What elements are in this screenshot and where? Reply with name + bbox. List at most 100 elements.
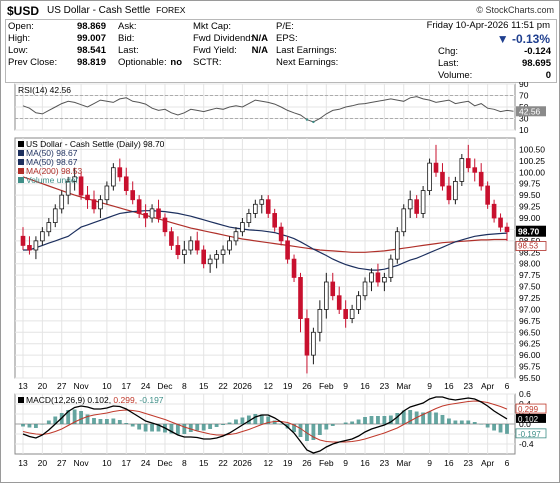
macd-histogram-bar [92,418,96,424]
x-tick-label: 13 [18,381,28,391]
quote-label: Fwd Yield: [193,45,237,56]
candle-body [104,185,110,201]
exchange-label: FOREX [156,5,186,15]
quote-label: Last Earnings: [276,45,337,56]
quote-label: Prev Close: [8,57,58,68]
x-tick-label: 26 [302,381,312,391]
macd-legend-part: 0.299, [111,395,137,405]
macd-histogram-bar [466,420,471,424]
candle-body [27,245,32,251]
macd-histogram-bar [208,424,213,429]
quote-label: Next Earnings: [276,57,339,68]
y-tick-label: 96.50 [519,327,541,337]
quote-label: Mkt Cap: [193,21,232,32]
macd-histogram-bar [124,423,129,424]
macd-histogram-bar [117,420,122,424]
y-tick-label: 0.0 [519,419,531,429]
candle-body [149,208,155,219]
y-tick-label: 99.25 [519,202,541,212]
quote-label: Fwd Dividend: [193,33,254,44]
macd-histogram-bar [356,419,361,424]
macd-histogram-bar [53,416,58,424]
candle-body [40,231,45,242]
macd-histogram-bar [221,424,225,425]
ticker-symbol: $USD [7,4,40,18]
quote-label: Low: [8,45,29,56]
quote-label: High: [8,33,31,44]
candle-body [420,190,426,214]
macd-signal-line [22,400,508,443]
macd-histogram-bar [408,410,413,424]
x-tick-label: 20 [38,458,48,468]
x-tick-label: Feb [319,381,334,391]
price-x-axis: 13 20 27 Nov 10 17 24 Dec 8 15 22 2026 12 19 26 Feb 9 16 2… [18,381,509,391]
quote-label: Last: [118,45,139,56]
candle-body [111,167,116,187]
macd-histogram-bar [85,414,90,424]
macd-histogram-bar [259,414,264,424]
ma200-last-label: 98.53 [518,241,539,250]
y-tick-label: 96.25 [519,339,541,349]
change-percent: ▼ -0.13% [497,32,550,46]
candle-body [401,208,407,233]
x-tick-label: 6 [505,458,510,468]
candle-body [162,217,168,233]
y-tick-label: 98.50 [519,236,541,246]
instrument-name: US Dollar - Cash Settle FOREX [47,5,185,16]
x-tick-label: 27 [57,381,67,391]
macd-histogram-bar [33,424,38,428]
x-tick-label: Mar [396,381,411,391]
change-percent-value: -0.13% [511,32,550,46]
macd-histogram-bar [330,424,335,426]
y-tick-label: 95.50 [519,373,541,383]
macd-histogram-bar [472,422,477,424]
candle-body [117,167,123,178]
quote-label: Chg: [438,46,459,57]
macd-histogram-bar [492,424,497,431]
macd-histogram-bar [253,414,258,424]
ma200-line [22,176,507,253]
candle-body [194,240,200,251]
x-tick-label: 19 [283,381,293,391]
rsi-oversold-point [305,118,309,121]
x-tick-label: 10 [102,458,112,468]
candle-body [453,181,458,201]
candle-body [169,231,174,246]
legend-swatch [18,150,24,156]
x-tick-label: Feb [319,458,334,468]
macd-histogram-bar [227,422,232,424]
x-tick-label: 9 [427,458,432,468]
macd-legend-part: 0.102, [85,395,111,405]
hist-last-label: -0.197 [518,430,541,439]
macd-line [22,396,508,454]
price-legend-entry: Volume undef [26,175,79,185]
candle-body [369,272,374,283]
candle-body [278,226,284,242]
x-tick-label: Dec [157,458,173,468]
quote-value: 98.819 [76,57,106,68]
macd-histogram-bar [479,424,484,425]
instrument-title: US Dollar - Cash Settle [47,5,151,16]
quote-value: -0.124 [524,46,551,57]
macd-histogram-bar [298,424,303,437]
quote-label: Ask: [118,21,137,32]
candle-body [440,171,445,187]
macd-histogram-bar [156,424,161,432]
y-tick-label: 95.75 [519,362,541,372]
x-tick-label: 17 [122,458,132,468]
candle-body [498,217,503,228]
macd-histogram-bar [195,424,200,431]
macd-histogram-bar [363,417,367,424]
candle-body [362,281,368,297]
candle-body [356,295,361,310]
quote-label: SCTR: [193,57,222,68]
macd-legend: MACD(12,26,9) 0.102, 0.299, -0.197 [26,395,164,405]
macd-x-axis: 13 20 27 Nov 10 17 24 Dec 8 15 22 2026 12 19 26 Feb 9 16 2… [18,458,509,468]
y-tick-label: 70 [519,91,529,101]
candle-body [46,222,52,233]
macd-histogram-bar [143,424,148,432]
candle-body [233,231,239,242]
macd-histogram-bar [188,424,193,432]
candle-body [240,222,245,233]
